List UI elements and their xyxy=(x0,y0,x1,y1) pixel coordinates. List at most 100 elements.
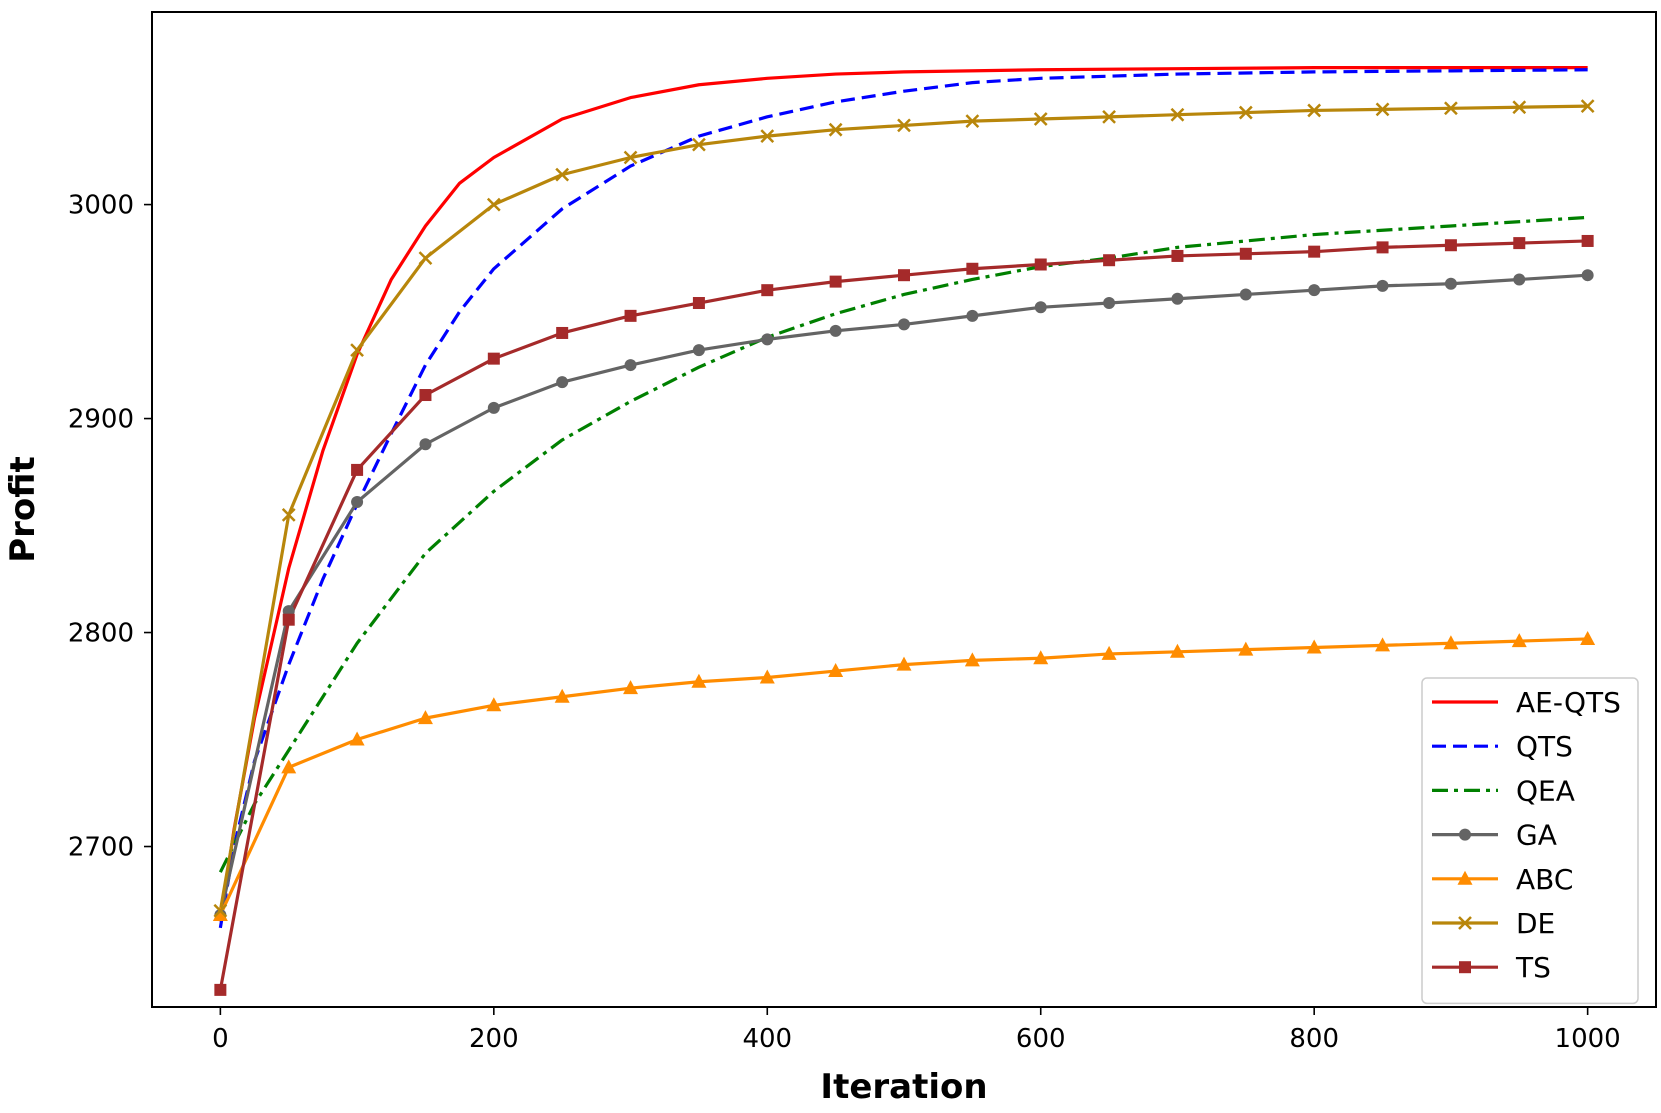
data-point-abc xyxy=(349,731,365,746)
legend-marker-ga xyxy=(1459,828,1471,841)
y-tick-label: 2900 xyxy=(68,405,134,435)
data-point-ga xyxy=(898,318,910,331)
data-point-abc xyxy=(1443,635,1459,650)
data-point-abc xyxy=(1580,630,1596,645)
data-point-ts xyxy=(351,463,364,476)
data-point-abc xyxy=(1375,637,1391,652)
data-point-ts xyxy=(1513,237,1526,250)
data-point-ts xyxy=(1171,249,1184,262)
data-point-ga xyxy=(1376,279,1389,292)
series-layer xyxy=(218,66,1588,991)
x-axis-title: Iteration xyxy=(820,1067,987,1107)
data-point-abc xyxy=(1511,633,1527,648)
x-tick-label: 200 xyxy=(469,1024,519,1054)
data-point-ts xyxy=(1376,241,1389,254)
data-point-abc xyxy=(212,906,228,921)
data-point-de xyxy=(1102,109,1116,124)
data-point-ga xyxy=(556,376,569,389)
data-point-de xyxy=(1033,112,1048,126)
y-axis-ticks: 2700 2800 2900 3000 xyxy=(68,191,152,863)
data-point-ga xyxy=(1513,273,1526,286)
series-line-qts xyxy=(218,68,1588,929)
data-point-de xyxy=(828,122,843,137)
legend-label-qea: QEA xyxy=(1516,774,1575,807)
data-point-de xyxy=(213,903,228,918)
series-line-ae-qts xyxy=(218,66,1588,922)
y-axis-title: Profit xyxy=(3,456,43,563)
data-point-ga xyxy=(1308,284,1321,297)
data-point-de xyxy=(486,197,501,212)
data-point-abc xyxy=(691,673,707,688)
x-tick-label: 800 xyxy=(1289,1024,1339,1054)
data-point-ts xyxy=(487,352,500,365)
data-point-ts xyxy=(761,284,774,297)
data-point-ts xyxy=(1308,245,1321,258)
data-point-de xyxy=(965,114,980,129)
legend-label-qts: QTS xyxy=(1516,730,1573,763)
data-point-ga xyxy=(1034,301,1047,314)
data-point-ga xyxy=(761,333,774,346)
data-point-ts xyxy=(624,309,637,322)
data-point-ts xyxy=(556,326,569,339)
data-point-de xyxy=(1375,102,1390,117)
data-point-abc xyxy=(1306,639,1322,654)
data-point-ga xyxy=(351,496,364,509)
data-point-de xyxy=(760,129,775,143)
data-point-ts xyxy=(1239,247,1252,260)
data-point-ga xyxy=(966,309,979,322)
data-point-de xyxy=(1170,107,1185,122)
legend-label-ae-qts: AE-QTS xyxy=(1516,686,1621,719)
series-line-abc xyxy=(218,637,1588,916)
data-point-de xyxy=(1580,99,1595,114)
data-point-de xyxy=(555,167,570,182)
data-point-ts xyxy=(282,613,295,626)
data-point-abc xyxy=(1238,641,1254,656)
x-tick-label: 1000 xyxy=(1555,1024,1621,1054)
data-point-ts xyxy=(1034,258,1047,271)
data-point-de xyxy=(1238,105,1253,120)
data-point-abc xyxy=(964,652,980,667)
data-point-ts xyxy=(419,389,432,402)
data-point-ts xyxy=(829,275,842,288)
data-point-ga xyxy=(1103,297,1116,310)
data-point-ga xyxy=(829,324,842,337)
data-point-ga xyxy=(1581,269,1594,282)
legend-label-ts: TS xyxy=(1515,951,1551,984)
data-point-ts xyxy=(898,269,910,282)
data-point-ts xyxy=(1581,234,1594,247)
y-tick-label: 2800 xyxy=(68,619,134,649)
x-axis-ticks: 0 200 400 600 800 1000 xyxy=(212,1007,1621,1054)
data-point-de xyxy=(1307,103,1322,118)
data-point-de xyxy=(350,343,364,357)
data-point-ts xyxy=(1103,254,1116,267)
data-point-ts xyxy=(966,262,979,275)
data-point-abc xyxy=(554,688,570,703)
legend-label-ga: GA xyxy=(1516,819,1557,852)
x-tick-label: 0 xyxy=(212,1024,229,1054)
plot-area-frame xyxy=(151,11,1657,1008)
legend: AE-QTS QTS QEA GA ABC DE TS xyxy=(1421,677,1639,1005)
legend-marker-abc xyxy=(1457,870,1473,885)
data-point-abc xyxy=(417,710,433,725)
y-tick-label: 3000 xyxy=(68,191,134,221)
data-point-de xyxy=(623,150,638,165)
data-point-abc xyxy=(896,656,912,671)
data-point-ga xyxy=(1444,277,1457,290)
series-line-ts xyxy=(218,239,1588,991)
data-point-abc xyxy=(486,697,502,712)
data-point-ga xyxy=(1239,288,1252,301)
data-point-abc xyxy=(623,680,639,695)
data-point-abc xyxy=(828,663,844,678)
data-point-ga xyxy=(487,401,500,414)
data-point-de xyxy=(897,118,911,133)
x-tick-label: 400 xyxy=(742,1024,792,1054)
data-point-ts xyxy=(214,983,227,996)
data-point-abc xyxy=(1101,645,1117,660)
legend-label-abc: ABC xyxy=(1516,863,1573,896)
data-point-ga xyxy=(692,344,705,357)
data-point-de xyxy=(692,137,706,152)
data-point-ts xyxy=(1444,239,1457,252)
data-point-abc xyxy=(1033,650,1049,665)
